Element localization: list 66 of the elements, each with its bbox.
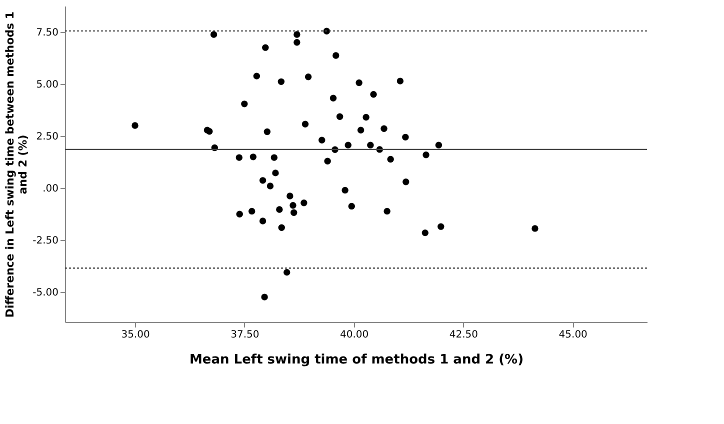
point (332, 52, 340, 59)
point (290, 202, 296, 209)
point (362, 114, 370, 121)
point (253, 72, 260, 80)
point (402, 178, 410, 186)
point (342, 186, 348, 194)
point (236, 210, 243, 218)
point (380, 125, 388, 132)
point (290, 209, 298, 216)
point (132, 122, 138, 129)
point (294, 31, 300, 38)
point (266, 182, 274, 190)
point (422, 229, 428, 236)
point (284, 268, 290, 276)
point (435, 142, 442, 148)
point (344, 142, 352, 148)
point (396, 78, 404, 84)
point (259, 218, 266, 224)
point (210, 31, 218, 38)
x-tick-label: 37.50 (230, 330, 260, 340)
x-tick-label: 35.00 (121, 330, 150, 340)
point (324, 158, 331, 164)
point (294, 39, 300, 46)
point (402, 134, 409, 141)
point (302, 120, 309, 128)
point (262, 44, 269, 51)
point (250, 154, 257, 160)
point (356, 79, 362, 86)
point (286, 192, 294, 200)
x-axis-title: Mean Left swing time of methods 1 and 2 (%) (189, 352, 524, 368)
point (422, 152, 430, 158)
point (370, 91, 377, 98)
point (387, 156, 394, 163)
y-axis-title: Difference in Left swing time between methods 1 and 2 (%) (4, 11, 30, 318)
y-tick-label: 7.50 (36, 27, 58, 38)
point (241, 100, 248, 108)
y-tick-label: 2.50 (36, 131, 58, 142)
point (248, 208, 256, 215)
point (318, 136, 326, 144)
point (276, 206, 283, 213)
point (300, 200, 308, 206)
x-tick-label: 40.00 (340, 330, 369, 340)
point (278, 78, 285, 86)
y-tick-label: 5.00 (36, 79, 58, 90)
point (264, 128, 271, 136)
point (236, 154, 243, 161)
point (304, 74, 312, 80)
point (336, 113, 344, 120)
point (206, 128, 213, 135)
x-tick-label: 45.00 (558, 330, 588, 340)
x-tick-label: 42.50 (449, 330, 478, 340)
point (532, 225, 538, 232)
point (384, 208, 390, 215)
point (278, 224, 285, 231)
y-tick-label: -2.50 (32, 235, 58, 246)
point (438, 223, 444, 230)
point (259, 177, 266, 184)
point (367, 142, 374, 148)
point (270, 154, 278, 161)
point (330, 94, 337, 102)
point (348, 202, 355, 210)
y-tick-label: -5.00 (32, 287, 58, 298)
point (261, 294, 268, 300)
point (272, 170, 279, 176)
y-tick-label: .00 (42, 183, 58, 194)
point (357, 126, 364, 134)
